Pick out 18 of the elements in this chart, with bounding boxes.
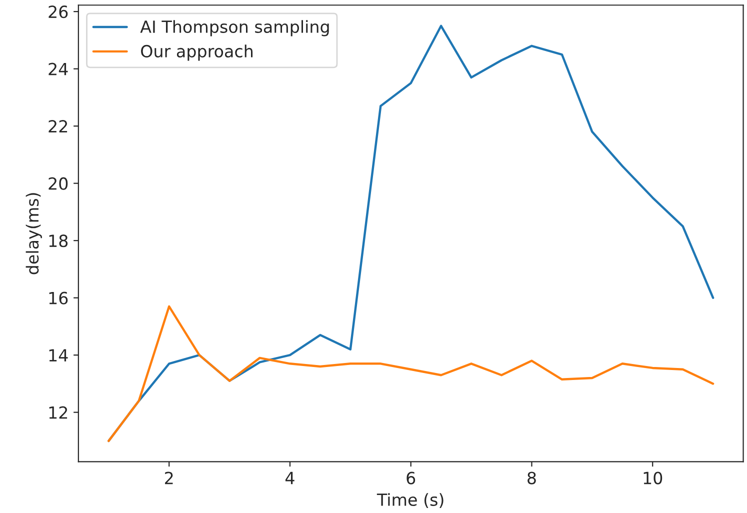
x-tick-label: 6 bbox=[406, 472, 416, 484]
y-tick-label: 14 bbox=[49, 349, 68, 362]
y-axis-title: delay(ms) bbox=[26, 193, 42, 274]
legend-label: AI Thompson sampling bbox=[140, 20, 329, 36]
y-tick-label: 16 bbox=[49, 292, 68, 304]
y-tick-label: 26 bbox=[48, 6, 68, 18]
line-series bbox=[108, 305, 714, 442]
x-tick-label: 10 bbox=[644, 472, 662, 484]
x-tick-label: 4 bbox=[285, 472, 294, 484]
y-tick-label: 12 bbox=[49, 406, 68, 419]
x-tick-label: 2 bbox=[165, 472, 173, 484]
y-tick-label: 22 bbox=[48, 120, 68, 132]
y-tick-label: 24 bbox=[48, 62, 68, 76]
y-tick-label: 18 bbox=[49, 234, 68, 248]
x-tick-label: 8 bbox=[528, 472, 536, 484]
legend-label: Our approach bbox=[141, 44, 253, 61]
y-tick-label: 20 bbox=[48, 177, 68, 190]
x-axis-title: Time (s) bbox=[376, 493, 444, 508]
